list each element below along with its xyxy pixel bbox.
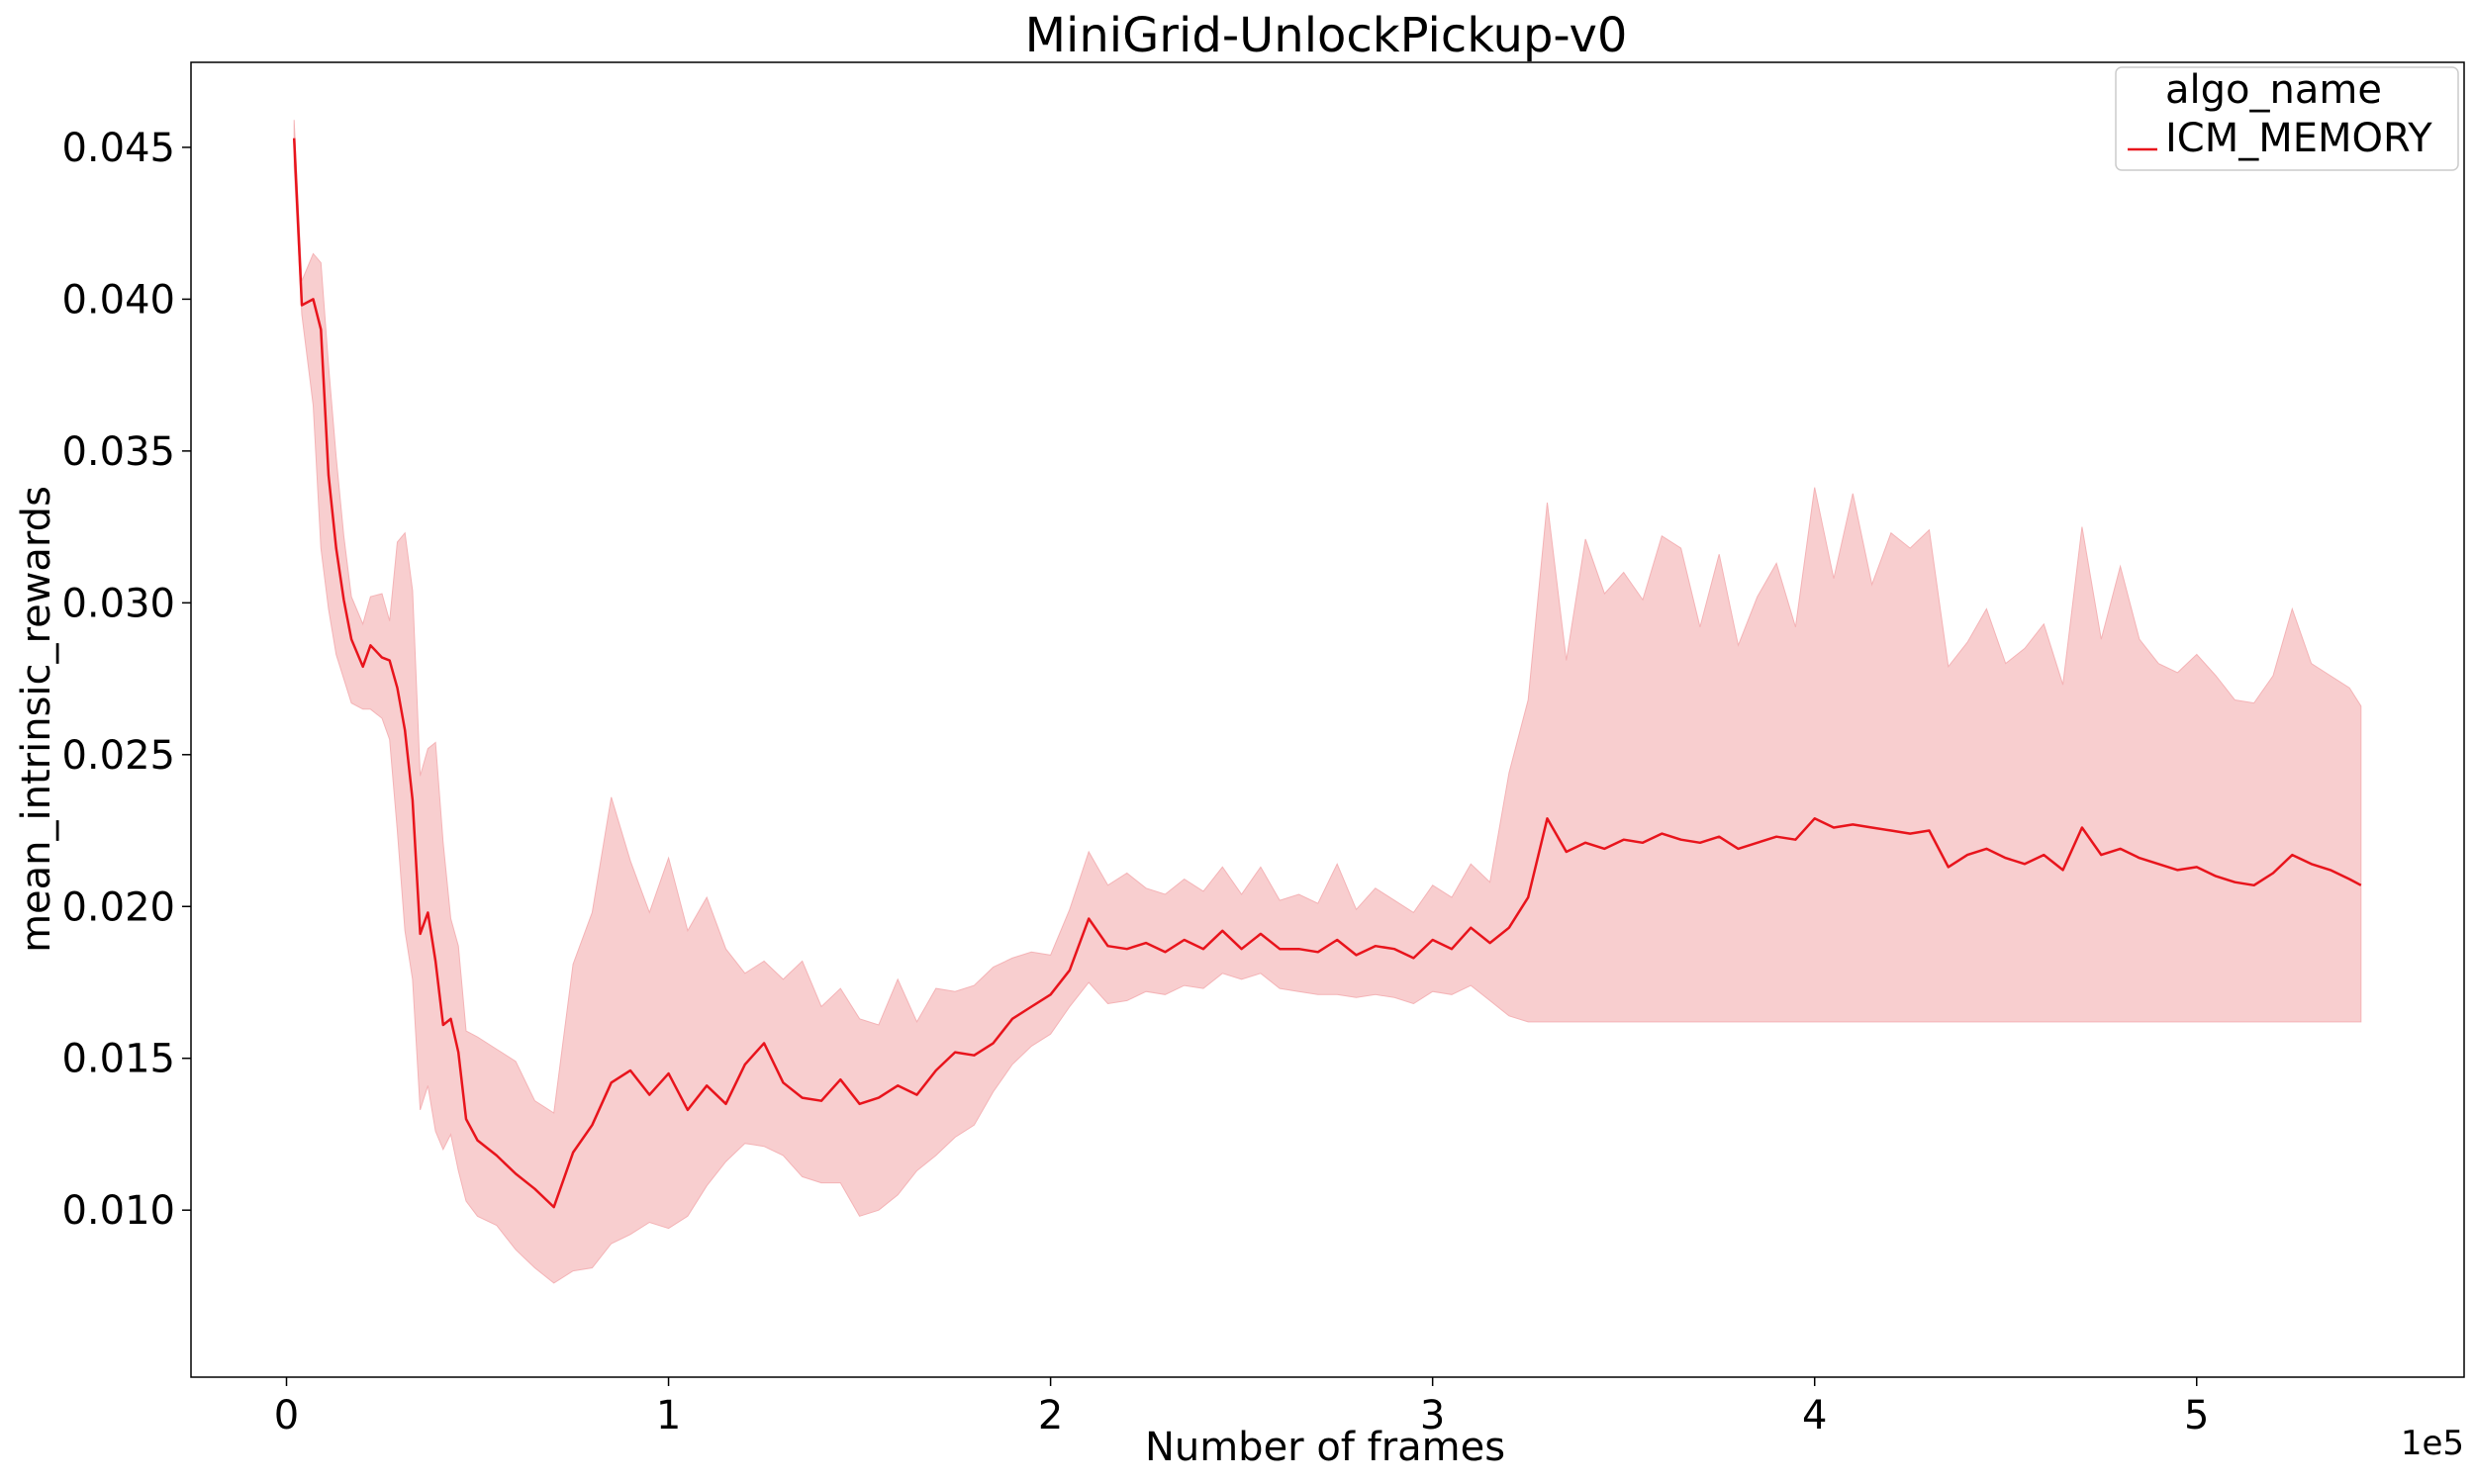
chart-title: MiniGrid-UnlockPickup-v0 <box>1025 8 1628 63</box>
y-tick-label: 0.020 <box>61 884 175 930</box>
y-tick-label: 0.040 <box>61 277 175 323</box>
x-tick-label: 5 <box>2184 1393 2209 1438</box>
y-tick-label: 0.030 <box>61 581 175 626</box>
y-tick-label: 0.015 <box>61 1037 175 1082</box>
x-tick-label: 4 <box>1802 1393 1827 1438</box>
plot-area <box>292 120 2362 1284</box>
x-axis-label: Number of frames <box>1145 1425 1505 1470</box>
plot-frame <box>190 61 2465 1378</box>
y-tick-label: 0.010 <box>61 1188 175 1234</box>
x-tick-label: 3 <box>1420 1393 1445 1438</box>
x-axis-offset-label: 1e5 <box>2401 1424 2464 1463</box>
y-tick-label: 0.025 <box>61 733 175 779</box>
y-tick-label: 0.045 <box>61 126 175 171</box>
legend-title: algo_name <box>2165 67 2382 113</box>
x-tick-label: 2 <box>1038 1393 1063 1438</box>
legend-label-icm-memory: ICM_MEMORY <box>2165 116 2432 161</box>
y-tick-label: 0.035 <box>61 429 175 475</box>
series-confidence-band <box>293 120 2362 1284</box>
x-tick-label: 0 <box>274 1393 299 1438</box>
x-axis: 0 1 2 3 4 5 <box>274 1377 2209 1438</box>
legend: algo_name ICM_MEMORY <box>2115 66 2459 171</box>
series-line <box>292 138 2362 1209</box>
y-axis-label: mean_intrinsic_rewards <box>14 486 59 953</box>
legend-box <box>2115 66 2459 171</box>
x-tick-label: 1 <box>656 1393 681 1438</box>
y-axis: 0.010 0.015 0.020 0.025 0.030 0.035 0.040 0.045 <box>61 126 191 1234</box>
